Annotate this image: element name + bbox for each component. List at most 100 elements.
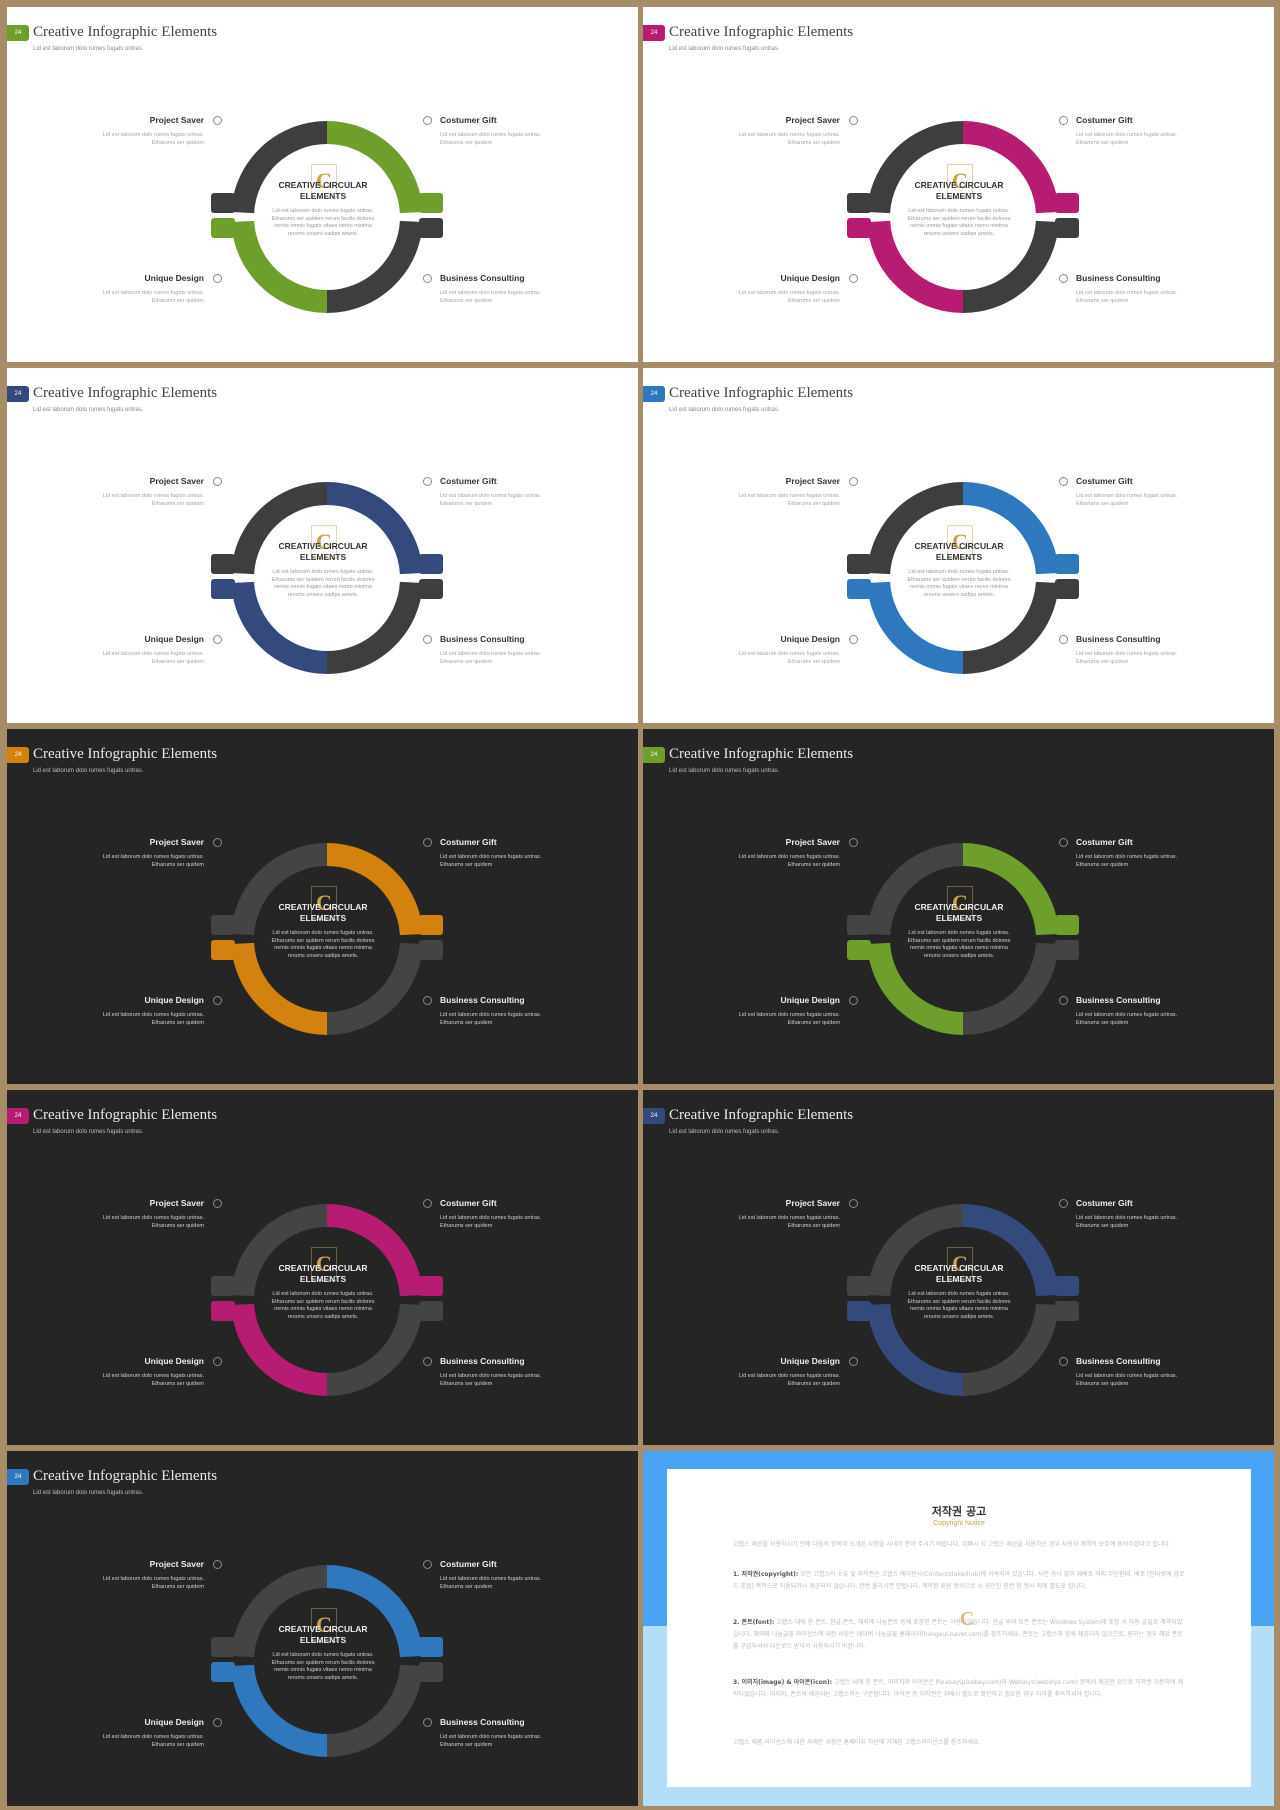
ring-segment-bottom-left (231, 220, 327, 313)
item-desc-project-saver: Lid est laborum dolo rumes fugats untras… (738, 854, 840, 868)
slide-number-badge: 24 (643, 386, 665, 402)
slide-number-badge: 24 (643, 1108, 665, 1124)
ring-segment-bottom-right (963, 942, 1059, 1035)
item-label-costumer-gift: Costumer Gift (1076, 476, 1133, 486)
item-desc-unique-design: Lid est laborum dolo rumes fugats untras… (102, 1734, 204, 1748)
item-label-costumer-gift: Costumer Gift (440, 837, 497, 847)
ring-tab-right-upper (1055, 193, 1079, 213)
notice-heading: 2. 폰트(font): (733, 1619, 775, 1626)
slide-title: Creative Infographic Elements (33, 746, 218, 762)
ring-tab-left-lower (211, 579, 235, 599)
item-bullet-icon (213, 838, 222, 847)
ring-tab-left-upper (847, 554, 871, 574)
ring-tab-left-upper (211, 1637, 235, 1657)
item-desc-project-saver: Lid est laborum dolo rumes fugats untras… (102, 1576, 204, 1590)
item-bullet-icon (849, 274, 858, 283)
ring-segment-bottom-right (327, 220, 423, 313)
slide-title: Creative Infographic Elements (33, 385, 218, 401)
item-bullet-icon (423, 635, 432, 644)
slide-title: Creative Infographic Elements (669, 24, 854, 40)
item-bullet-icon (1059, 996, 1068, 1005)
item-label-unique-design: Unique Design (780, 273, 840, 283)
item-desc-business-consulting: Lid est laborum dolo rumes fugats untras… (1076, 1012, 1178, 1026)
ring-segment-top-right (327, 843, 423, 936)
item-label-costumer-gift: Costumer Gift (440, 115, 497, 125)
item-desc-unique-design: Lid est laborum dolo rumes fugats untras… (102, 651, 204, 665)
item-desc-unique-design: Lid est laborum dolo rumes fugats untras… (738, 1373, 840, 1387)
item-label-unique-design: Unique Design (144, 995, 204, 1005)
ring-tab-left-lower (211, 1662, 235, 1682)
ring-segment-top-left (231, 482, 327, 575)
ring-segment-bottom-right (963, 220, 1059, 313)
notice-heading: 1. 저작권(copyright): (733, 1571, 799, 1578)
ring-tab-left-upper (211, 1276, 235, 1296)
item-bullet-icon (849, 1357, 858, 1366)
item-desc-costumer-gift: Lid est laborum dolo rumes fugats untras… (1076, 132, 1178, 146)
center-description: Lid est laborum dolo rumes fugats untras… (907, 930, 1011, 959)
item-desc-unique-design: Lid est laborum dolo rumes fugats untras… (738, 1012, 840, 1026)
notice-subtitle: Copyright Notice (933, 1520, 985, 1527)
item-bullet-icon (849, 996, 858, 1005)
infographic-slide: 24 Creative Infographic Elements Lid est… (643, 7, 1274, 362)
watermark-logo-icon: C (959, 1608, 975, 1630)
item-bullet-icon (423, 1560, 432, 1569)
ring-tab-left-lower (847, 940, 871, 960)
ring-segment-top-right (327, 482, 423, 575)
item-label-project-saver: Project Saver (149, 1198, 204, 1208)
ring-segment-top-right (963, 843, 1059, 936)
ring-tab-left-upper (847, 1276, 871, 1296)
item-desc-project-saver: Lid est laborum dolo rumes fugats untras… (738, 132, 840, 146)
slide-subtitle: Lid est laborum dolo rumes fugats untras… (669, 407, 780, 413)
circular-ring-chart (847, 1204, 1079, 1396)
ring-segment-top-left (867, 843, 963, 936)
slide-subtitle: Lid est laborum dolo rumes fugats untras… (33, 1490, 144, 1496)
slide-number-badge: 24 (7, 25, 29, 41)
center-title: CREATIVE CIRCULAR ELEMENTS (278, 180, 368, 201)
ring-segment-bottom-right (327, 581, 423, 674)
slide-title: Creative Infographic Elements (669, 746, 854, 762)
item-label-business-consulting: Business Consulting (440, 1356, 525, 1366)
ring-segment-bottom-right (963, 1303, 1059, 1396)
center-title: CREATIVE CIRCULAR ELEMENTS (278, 902, 368, 923)
ring-tab-left-lower (211, 218, 235, 238)
item-desc-costumer-gift: Lid est laborum dolo rumes fugats untras… (1076, 493, 1178, 507)
item-label-project-saver: Project Saver (785, 1198, 840, 1208)
item-desc-unique-design: Lid est laborum dolo rumes fugats untras… (102, 290, 204, 304)
item-desc-business-consulting: Lid est laborum dolo rumes fugats untras… (1076, 651, 1178, 665)
slide-subtitle: Lid est laborum dolo rumes fugats untras… (33, 768, 144, 774)
ring-segment-top-right (963, 482, 1059, 575)
item-desc-unique-design: Lid est laborum dolo rumes fugats untras… (102, 1373, 204, 1387)
item-label-unique-design: Unique Design (144, 1717, 204, 1727)
ring-tab-left-lower (847, 579, 871, 599)
infographic-slide: 24 Creative Infographic Elements Lid est… (7, 1451, 638, 1806)
item-desc-business-consulting: Lid est laborum dolo rumes fugats untras… (1076, 290, 1178, 304)
slide-title: Creative Infographic Elements (33, 24, 218, 40)
notice-paragraph-image: 3. 이미지(image) & 아이콘(icon): 고랩스 내에 한 폰트, … (733, 1677, 1187, 1701)
ring-segment-bottom-left (231, 1303, 327, 1396)
ring-tab-right-lower (1055, 1301, 1079, 1321)
item-label-project-saver: Project Saver (149, 837, 204, 847)
center-description: Lid est laborum dolo rumes fugats untras… (271, 569, 375, 598)
item-desc-business-consulting: Lid est laborum dolo rumes fugats untras… (440, 1012, 542, 1026)
item-bullet-icon (423, 477, 432, 486)
ring-tab-right-lower (419, 218, 443, 238)
center-description: Lid est laborum dolo rumes fugats untras… (271, 1291, 375, 1320)
item-desc-project-saver: Lid est laborum dolo rumes fugats untras… (102, 854, 204, 868)
center-logo-icon: C (947, 1247, 973, 1281)
item-bullet-icon (849, 635, 858, 644)
item-bullet-icon (423, 1357, 432, 1366)
center-title: CREATIVE CIRCULAR ELEMENTS (914, 902, 1004, 923)
ring-tab-left-upper (847, 915, 871, 935)
center-title: CREATIVE CIRCULAR ELEMENTS (914, 541, 1004, 562)
notice-heading: 3. 이미지(image) & 아이콘(icon): (733, 1679, 833, 1686)
item-desc-unique-design: Lid est laborum dolo rumes fugats untras… (738, 290, 840, 304)
item-desc-costumer-gift: Lid est laborum dolo rumes fugats untras… (440, 1215, 542, 1229)
slide-title: Creative Infographic Elements (33, 1107, 218, 1123)
item-desc-costumer-gift: Lid est laborum dolo rumes fugats untras… (440, 493, 542, 507)
ring-segment-top-right (327, 121, 423, 214)
item-label-costumer-gift: Costumer Gift (440, 1198, 497, 1208)
ring-segment-top-left (231, 1204, 327, 1297)
item-label-unique-design: Unique Design (780, 1356, 840, 1366)
ring-tab-right-lower (1055, 579, 1079, 599)
ring-tab-right-upper (1055, 915, 1079, 935)
